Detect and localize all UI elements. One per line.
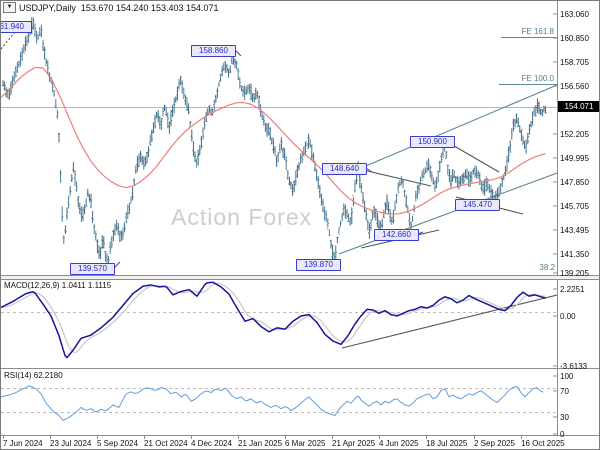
symbol-label: USDJPY,Daily xyxy=(19,2,76,13)
price-axis-label: 2.2251 xyxy=(560,285,585,294)
date-axis-label: 2 Sep 2025 xyxy=(474,439,515,448)
pane-separator-bottom xyxy=(1,279,599,280)
ohlc-values: 153.670 154.240 153.403 154.071 xyxy=(80,2,219,13)
fibonacci-expansion-label[interactable]: FE 161.8 xyxy=(521,27,554,36)
candlestick-series xyxy=(1,17,547,267)
macd-main-line xyxy=(1,281,546,359)
macd-indicator-label: MACD(12,26,9) 1.0411 1.1115 xyxy=(4,281,112,290)
date-axis-label: 21 Apr 2025 xyxy=(332,439,376,448)
chart-title-bar: ▼ USDJPY,Daily 153.670 154.240 153.403 1… xyxy=(3,2,219,13)
price-axis-label: 30 xyxy=(560,413,569,422)
date-axis-label: 5 Sep 2024 xyxy=(97,439,138,448)
price-annotation-label[interactable]: 145.470 xyxy=(455,199,500,211)
date-axis-label: 7 Jun 2024 xyxy=(3,439,43,448)
price-annotation-label[interactable]: 150.900 xyxy=(410,136,455,148)
macd-rsi-separator[interactable] xyxy=(1,368,599,369)
macd-trendline-object[interactable] xyxy=(341,294,557,349)
moving-average-line[interactable] xyxy=(1,66,546,215)
rsi-pane xyxy=(1,385,557,421)
price-axis-label: 0 xyxy=(560,430,565,439)
price-axis-label: 145.705 xyxy=(560,202,589,211)
price-annotation-label[interactable]: 139.870 xyxy=(296,259,341,271)
rsi-line xyxy=(1,385,544,421)
fibonacci-retracement-label[interactable]: 38.2 xyxy=(539,263,555,272)
macd-pane xyxy=(1,281,557,359)
date-axis-label: 4 Dec 2024 xyxy=(191,439,232,448)
pane-splitter[interactable] xyxy=(1,276,599,279)
axis-border-vertical xyxy=(557,1,558,435)
price-axis-label: 152.205 xyxy=(560,130,589,139)
date-axis-label: 18 Jul 2025 xyxy=(426,439,468,448)
watermark-text: Action Forex xyxy=(171,204,313,230)
trendline-object[interactable] xyxy=(448,142,500,173)
pane-separator-top[interactable] xyxy=(1,275,599,276)
price-annotation-label[interactable]: 139.570 xyxy=(70,263,115,275)
date-axis-label: 21 Jan 2025 xyxy=(238,439,283,448)
time-axis-line xyxy=(1,435,599,436)
price-axis-label: 141.350 xyxy=(560,250,589,259)
symbol-dropdown-icon[interactable]: ▼ xyxy=(3,2,16,13)
date-axis-label: 23 Jul 2024 xyxy=(50,439,92,448)
trendline-object[interactable] xyxy=(353,84,557,172)
price-axis-label: 0.00 xyxy=(560,312,576,321)
price-axis-label: 163.060 xyxy=(560,10,589,19)
trendline-object[interactable] xyxy=(338,172,557,255)
main-price-pane xyxy=(1,17,557,269)
price-axis-label: 156.560 xyxy=(560,82,589,91)
date-axis-label: 21 Oct 2024 xyxy=(144,439,188,448)
price-axis-label: 70 xyxy=(560,387,569,396)
date-axis-label: 4 Jun 2025 xyxy=(379,439,419,448)
price-axis-label: 143.495 xyxy=(560,226,589,235)
date-axis-label: 6 Mar 2025 xyxy=(285,439,326,448)
price-annotation-label[interactable]: 161.940 xyxy=(1,21,32,33)
price-annotation-label[interactable]: 158.860 xyxy=(191,45,236,57)
price-axis-label: 149.995 xyxy=(560,154,589,163)
price-annotation-label[interactable]: 142.660 xyxy=(374,229,419,241)
price-axis-label: 139.205 xyxy=(560,269,589,278)
current-price-tag: 154.071 xyxy=(558,101,599,112)
price-annotation-label[interactable]: 148.640 xyxy=(322,163,367,175)
fibonacci-expansion-label[interactable]: FE 100.0 xyxy=(521,74,554,83)
symbol-period-title: USDJPY,Daily 153.670 154.240 153.403 154… xyxy=(19,3,219,13)
price-axis-label: 100 xyxy=(560,372,574,381)
price-axis-label: -3.6133 xyxy=(560,362,588,371)
price-axis-label: 147.850 xyxy=(560,178,589,187)
rsi-indicator-label: RSI(14) 62.2180 xyxy=(4,371,63,380)
date-axis-label: 16 Oct 2025 xyxy=(521,439,565,448)
price-axis-label: 160.850 xyxy=(560,34,589,43)
price-axis-label: 158.705 xyxy=(560,58,589,67)
